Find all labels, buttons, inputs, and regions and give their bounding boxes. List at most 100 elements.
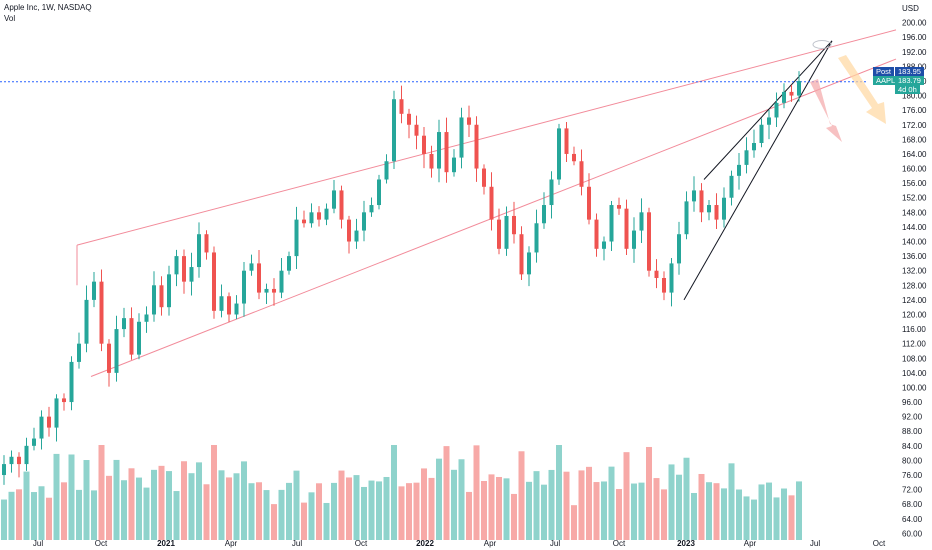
time-left-badge: 4d 0h [895, 85, 920, 94]
volume-bar [548, 469, 555, 540]
volume-bar [121, 480, 127, 540]
candle-body [677, 234, 681, 264]
time-tick-label: Oct [613, 539, 626, 548]
volume-bar [631, 483, 637, 540]
candle-body [107, 343, 111, 373]
candle-body [2, 464, 6, 476]
candle-body [737, 164, 741, 176]
candle-body [399, 99, 404, 114]
volume-bar [773, 497, 780, 540]
candle-body [744, 150, 749, 165]
candle-body [189, 267, 194, 282]
volume-bar [331, 482, 337, 540]
volume-bar [533, 471, 540, 540]
volume-bar [151, 469, 157, 540]
time-tick-label: Apr [225, 539, 238, 548]
volume-bar [571, 505, 577, 540]
price-tick-label: 164.00 [902, 150, 927, 159]
wedge-lower-line[interactable] [683, 40, 833, 301]
volume-bar [668, 464, 675, 540]
candle-body [699, 190, 704, 213]
candle-body [219, 296, 224, 311]
candle-body [332, 190, 336, 209]
candle-body [579, 161, 584, 187]
time-tick-label: 2023 [677, 539, 695, 548]
candle-body [587, 186, 591, 220]
volume-bar [308, 492, 315, 540]
volume-bar [8, 491, 15, 540]
volume-bar [353, 475, 360, 540]
volume-bar [166, 471, 172, 540]
candle-body [459, 117, 464, 158]
price-tick-label: 188.00 [902, 62, 927, 71]
volume-bar [586, 466, 592, 540]
candle-body [47, 416, 51, 428]
candle-body [24, 445, 29, 465]
candle-body [204, 234, 209, 253]
volume-bar [638, 482, 645, 540]
price-tick-label: 84.00 [902, 442, 923, 451]
candle-body [497, 219, 501, 249]
candle-body [152, 285, 156, 315]
candle-body [782, 91, 786, 103]
volume-bar [188, 473, 195, 540]
time-tick-label: 2022 [416, 539, 434, 548]
candle-body [174, 256, 179, 275]
volume-bar [368, 480, 375, 540]
price-tick-label: 60.00 [902, 529, 923, 538]
candle-body [617, 205, 621, 209]
candle-body [317, 212, 321, 220]
volume-bar [338, 470, 345, 540]
volume-bar [68, 454, 75, 540]
time-tick-label: Jul [810, 539, 820, 548]
candle-body [227, 296, 231, 315]
price-tick-label: 80.00 [902, 456, 923, 465]
volume-bar [428, 477, 435, 540]
volume-bar [98, 445, 105, 540]
candle-body [392, 99, 396, 162]
candle-body [347, 219, 351, 242]
candle-body [407, 113, 411, 125]
wedge-upper-line[interactable] [703, 40, 833, 180]
volume-bar [758, 484, 765, 540]
candle-body [339, 190, 344, 220]
candle-body [549, 179, 554, 206]
volume-bar [406, 483, 412, 540]
volume-bar [698, 473, 705, 540]
candle-body [714, 205, 719, 220]
candle-body [512, 215, 516, 235]
upper-channel-line[interactable] [76, 29, 897, 246]
candle-body [62, 398, 66, 403]
volume-bar [736, 489, 742, 540]
volume-bar [398, 486, 405, 540]
candle-body [414, 124, 419, 136]
candle-body [264, 288, 269, 293]
candle-body [654, 270, 659, 278]
price-tick-label: 88.00 [902, 427, 923, 436]
volume-bar [233, 473, 240, 540]
volume-bar [293, 470, 300, 540]
volume-bar [31, 492, 37, 540]
candle-body [377, 179, 381, 206]
volume-bar [796, 481, 802, 540]
price-tick-label: 64.00 [902, 515, 923, 524]
volume-bar [241, 461, 247, 540]
price-tick-label: 120.00 [902, 310, 927, 319]
candle-body [302, 219, 306, 224]
volume-bar [646, 446, 652, 540]
candle-body [429, 153, 434, 169]
trendlines [0, 29, 897, 377]
candle-body [647, 212, 651, 271]
volume-bar [481, 480, 487, 540]
candle-body [354, 230, 359, 242]
price-tick-label: 196.00 [902, 33, 927, 42]
candle-body [482, 168, 486, 187]
volume-bar [541, 484, 547, 540]
volume-bar [173, 491, 180, 540]
volume-bars [1, 445, 802, 540]
volume-bar [23, 471, 30, 540]
candle-body [69, 361, 74, 403]
price-tick-label: 176.00 [902, 106, 927, 115]
candle-body [84, 299, 89, 344]
